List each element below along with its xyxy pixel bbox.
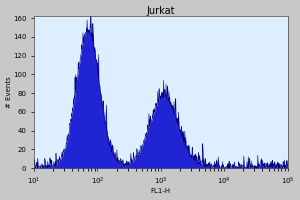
Y-axis label: # Events: # Events xyxy=(6,76,12,108)
X-axis label: FL1-H: FL1-H xyxy=(151,188,171,194)
Title: Jurkat: Jurkat xyxy=(147,6,175,16)
